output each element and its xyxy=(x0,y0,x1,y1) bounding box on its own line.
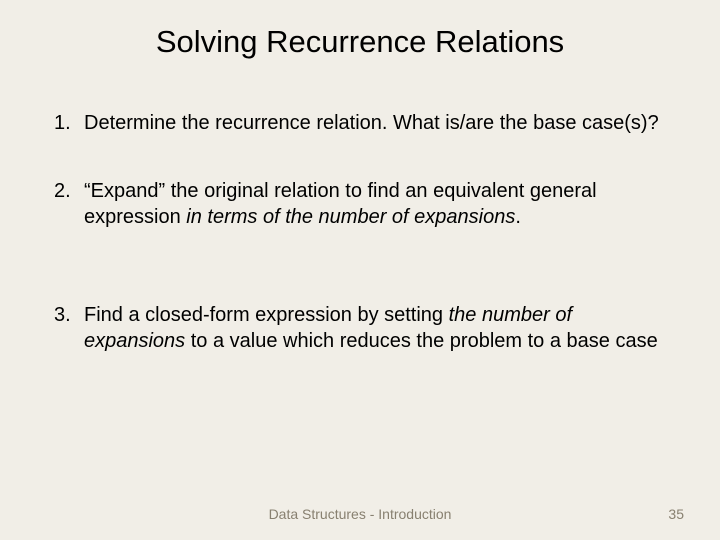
list-number-3: 3. xyxy=(50,302,84,354)
slide-title: Solving Recurrence Relations xyxy=(0,0,720,70)
list-item-2: 2. “Expand” the original relation to fin… xyxy=(50,178,670,230)
list-text-2: “Expand” the original relation to find a… xyxy=(84,178,670,230)
footer-page-number: 35 xyxy=(668,506,684,522)
list-item-1: 1. Determine the recurrence relation. Wh… xyxy=(50,110,670,136)
footer-center-text: Data Structures - Introduction xyxy=(269,506,452,522)
list-text-3: Find a closed-form expression by setting… xyxy=(84,302,670,354)
slide-content: 1. Determine the recurrence relation. Wh… xyxy=(0,70,720,354)
list-text-1: Determine the recurrence relation. What … xyxy=(84,110,670,136)
slide-footer: Data Structures - Introduction 35 xyxy=(0,506,720,522)
list-number-1: 1. xyxy=(50,110,84,136)
list-item-3: 3. Find a closed-form expression by sett… xyxy=(50,302,670,354)
list-number-2: 2. xyxy=(50,178,84,230)
